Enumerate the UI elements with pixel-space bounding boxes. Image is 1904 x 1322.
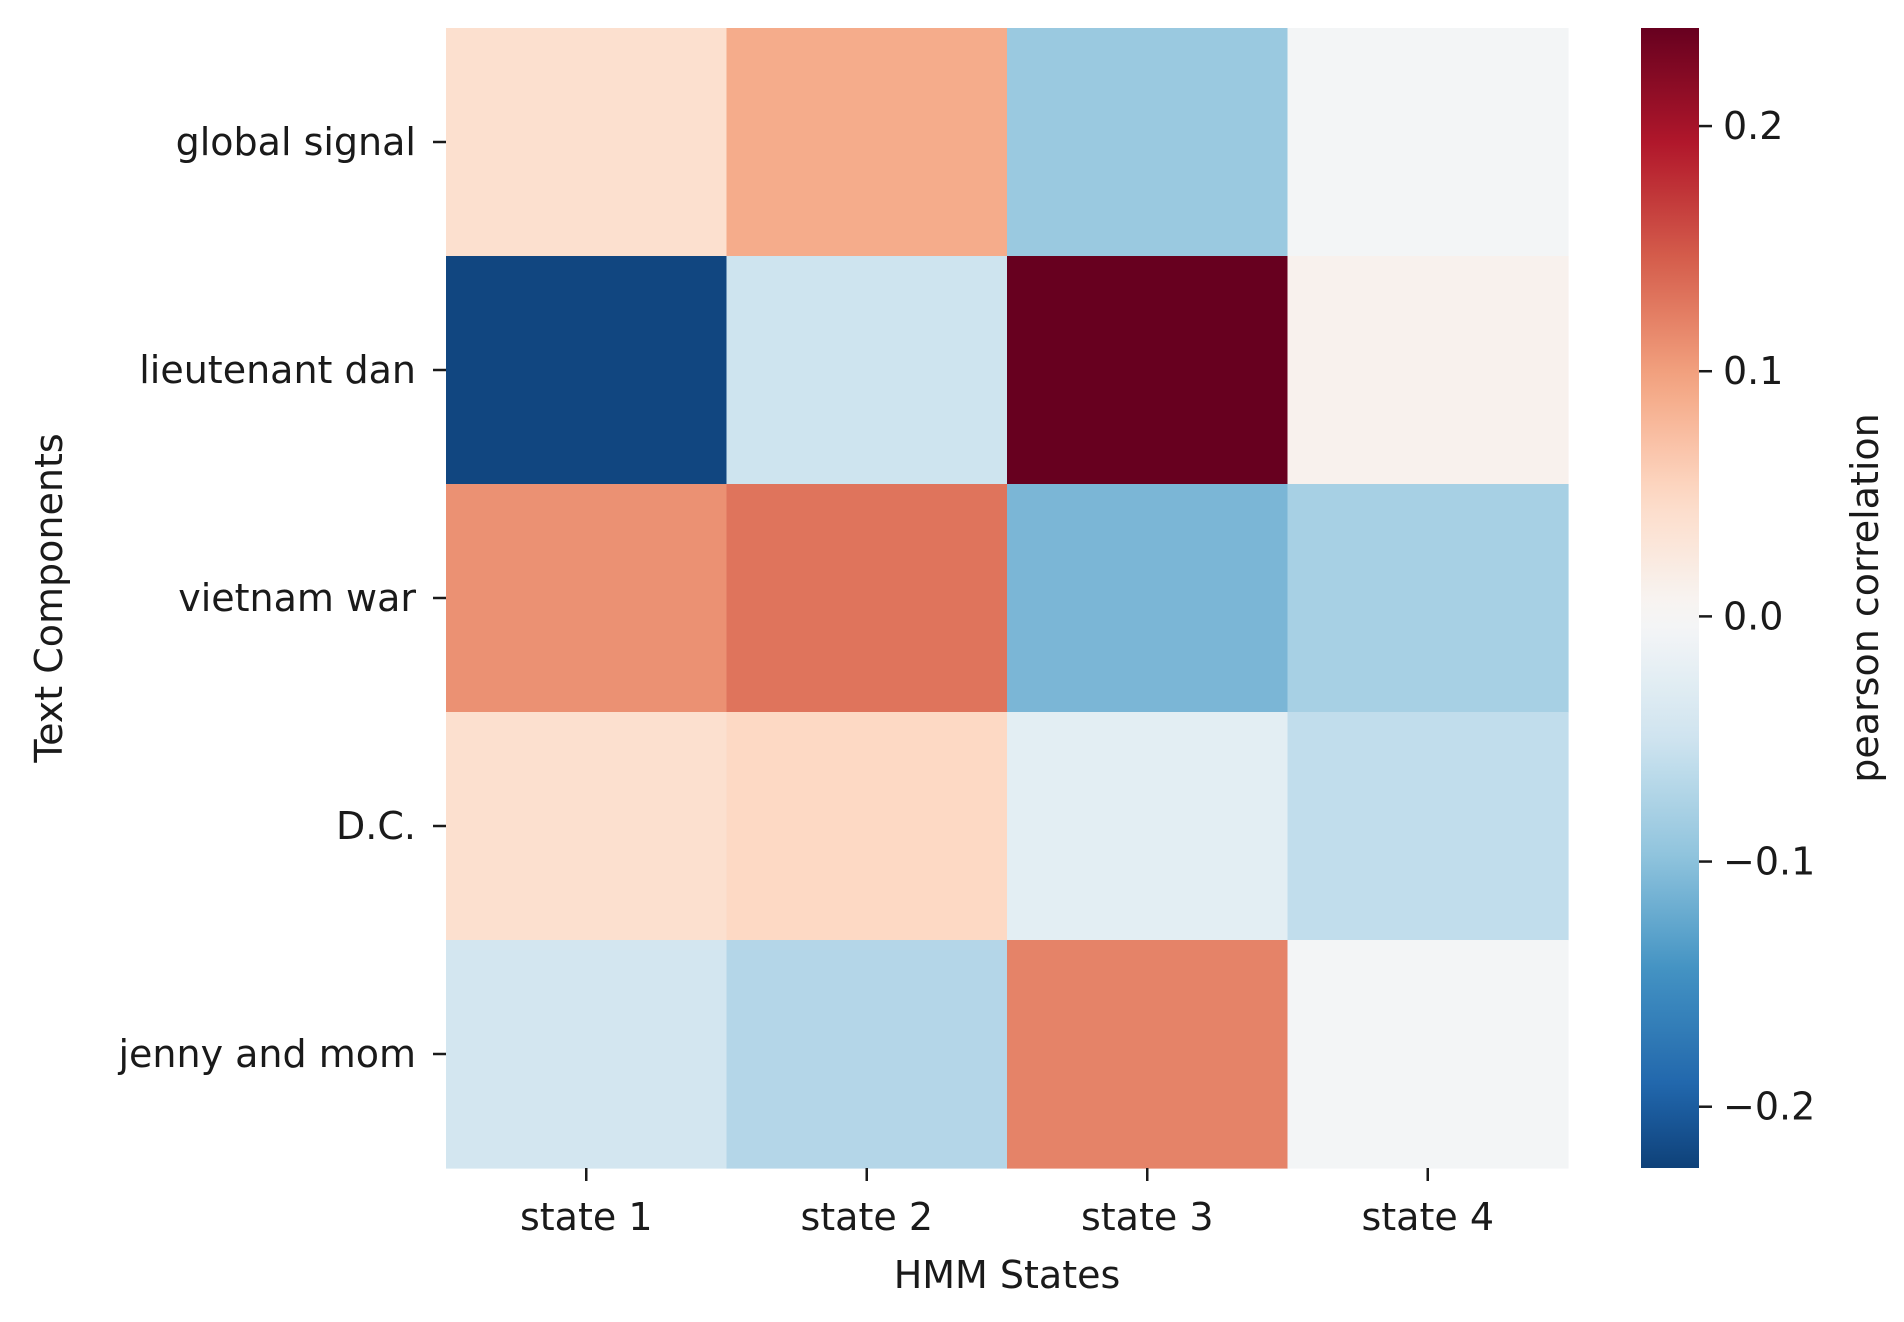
heatmap-cell-r2-c3 — [1007, 256, 1289, 485]
heatmap-cell-r2-c2 — [726, 256, 1008, 485]
heatmap-cell-r1-c3 — [1007, 28, 1289, 257]
x-tick-label: state 2 — [800, 1195, 933, 1239]
y-tick-label: lieutenant dan — [139, 348, 416, 392]
heatmap-cells — [446, 28, 1569, 1169]
heatmap-cell-r5-c3 — [1007, 940, 1289, 1169]
colorbar-tick-label: −0.1 — [1723, 840, 1815, 884]
heatmap-cell-r5-c1 — [446, 940, 728, 1169]
y-axis-label: Text Components — [27, 433, 71, 763]
heatmap-cell-r3-c3 — [1007, 484, 1289, 713]
colorbar — [1641, 28, 1699, 1168]
heatmap-cell-r5-c2 — [726, 940, 1008, 1169]
x-axis-ticks: state 1 state 2 state 3 state 4 — [520, 1168, 1494, 1239]
y-tick-label: jenny and mom — [117, 1032, 416, 1076]
y-tick-label: global signal — [176, 120, 416, 164]
heatmap-cell-r1-c2 — [726, 28, 1008, 257]
colorbar-tick-label: −0.2 — [1723, 1085, 1815, 1129]
colorbar-ticks: 0.2 0.1 0.0 −0.1 −0.2 — [1699, 104, 1815, 1129]
y-axis-ticks: global signal lieutenant dan vietnam war D.… — [117, 120, 446, 1076]
heatmap-cell-r4-c2 — [726, 712, 1008, 941]
heatmap-cell-r1-c4 — [1287, 28, 1569, 257]
y-tick-label: vietnam war — [178, 576, 416, 620]
heatmap-cell-r1-c1 — [446, 28, 728, 257]
colorbar-tick-label: 0.1 — [1723, 349, 1783, 393]
heatmap-cell-r3-c1 — [446, 484, 728, 713]
heatmap-cell-r4-c3 — [1007, 712, 1289, 941]
colorbar-tick-label: 0.0 — [1723, 594, 1783, 638]
x-tick-label: state 4 — [1361, 1195, 1494, 1239]
heatmap-cell-r5-c4 — [1287, 940, 1569, 1169]
heatmap-cell-r3-c4 — [1287, 484, 1569, 713]
heatmap-cell-r2-c1 — [446, 256, 728, 485]
colorbar-label: pearson correlation — [1843, 413, 1887, 783]
y-tick-label: D.C. — [336, 804, 416, 848]
colorbar-tick-label: 0.2 — [1723, 104, 1783, 148]
heatmap-cell-r3-c2 — [726, 484, 1008, 713]
x-tick-label: state 1 — [520, 1195, 653, 1239]
heatmap-cell-r2-c4 — [1287, 256, 1569, 485]
x-axis-label: HMM States — [894, 1253, 1121, 1297]
heatmap-cell-r4-c4 — [1287, 712, 1569, 941]
x-tick-label: state 3 — [1081, 1195, 1214, 1239]
heatmap-cell-r4-c1 — [446, 712, 728, 941]
